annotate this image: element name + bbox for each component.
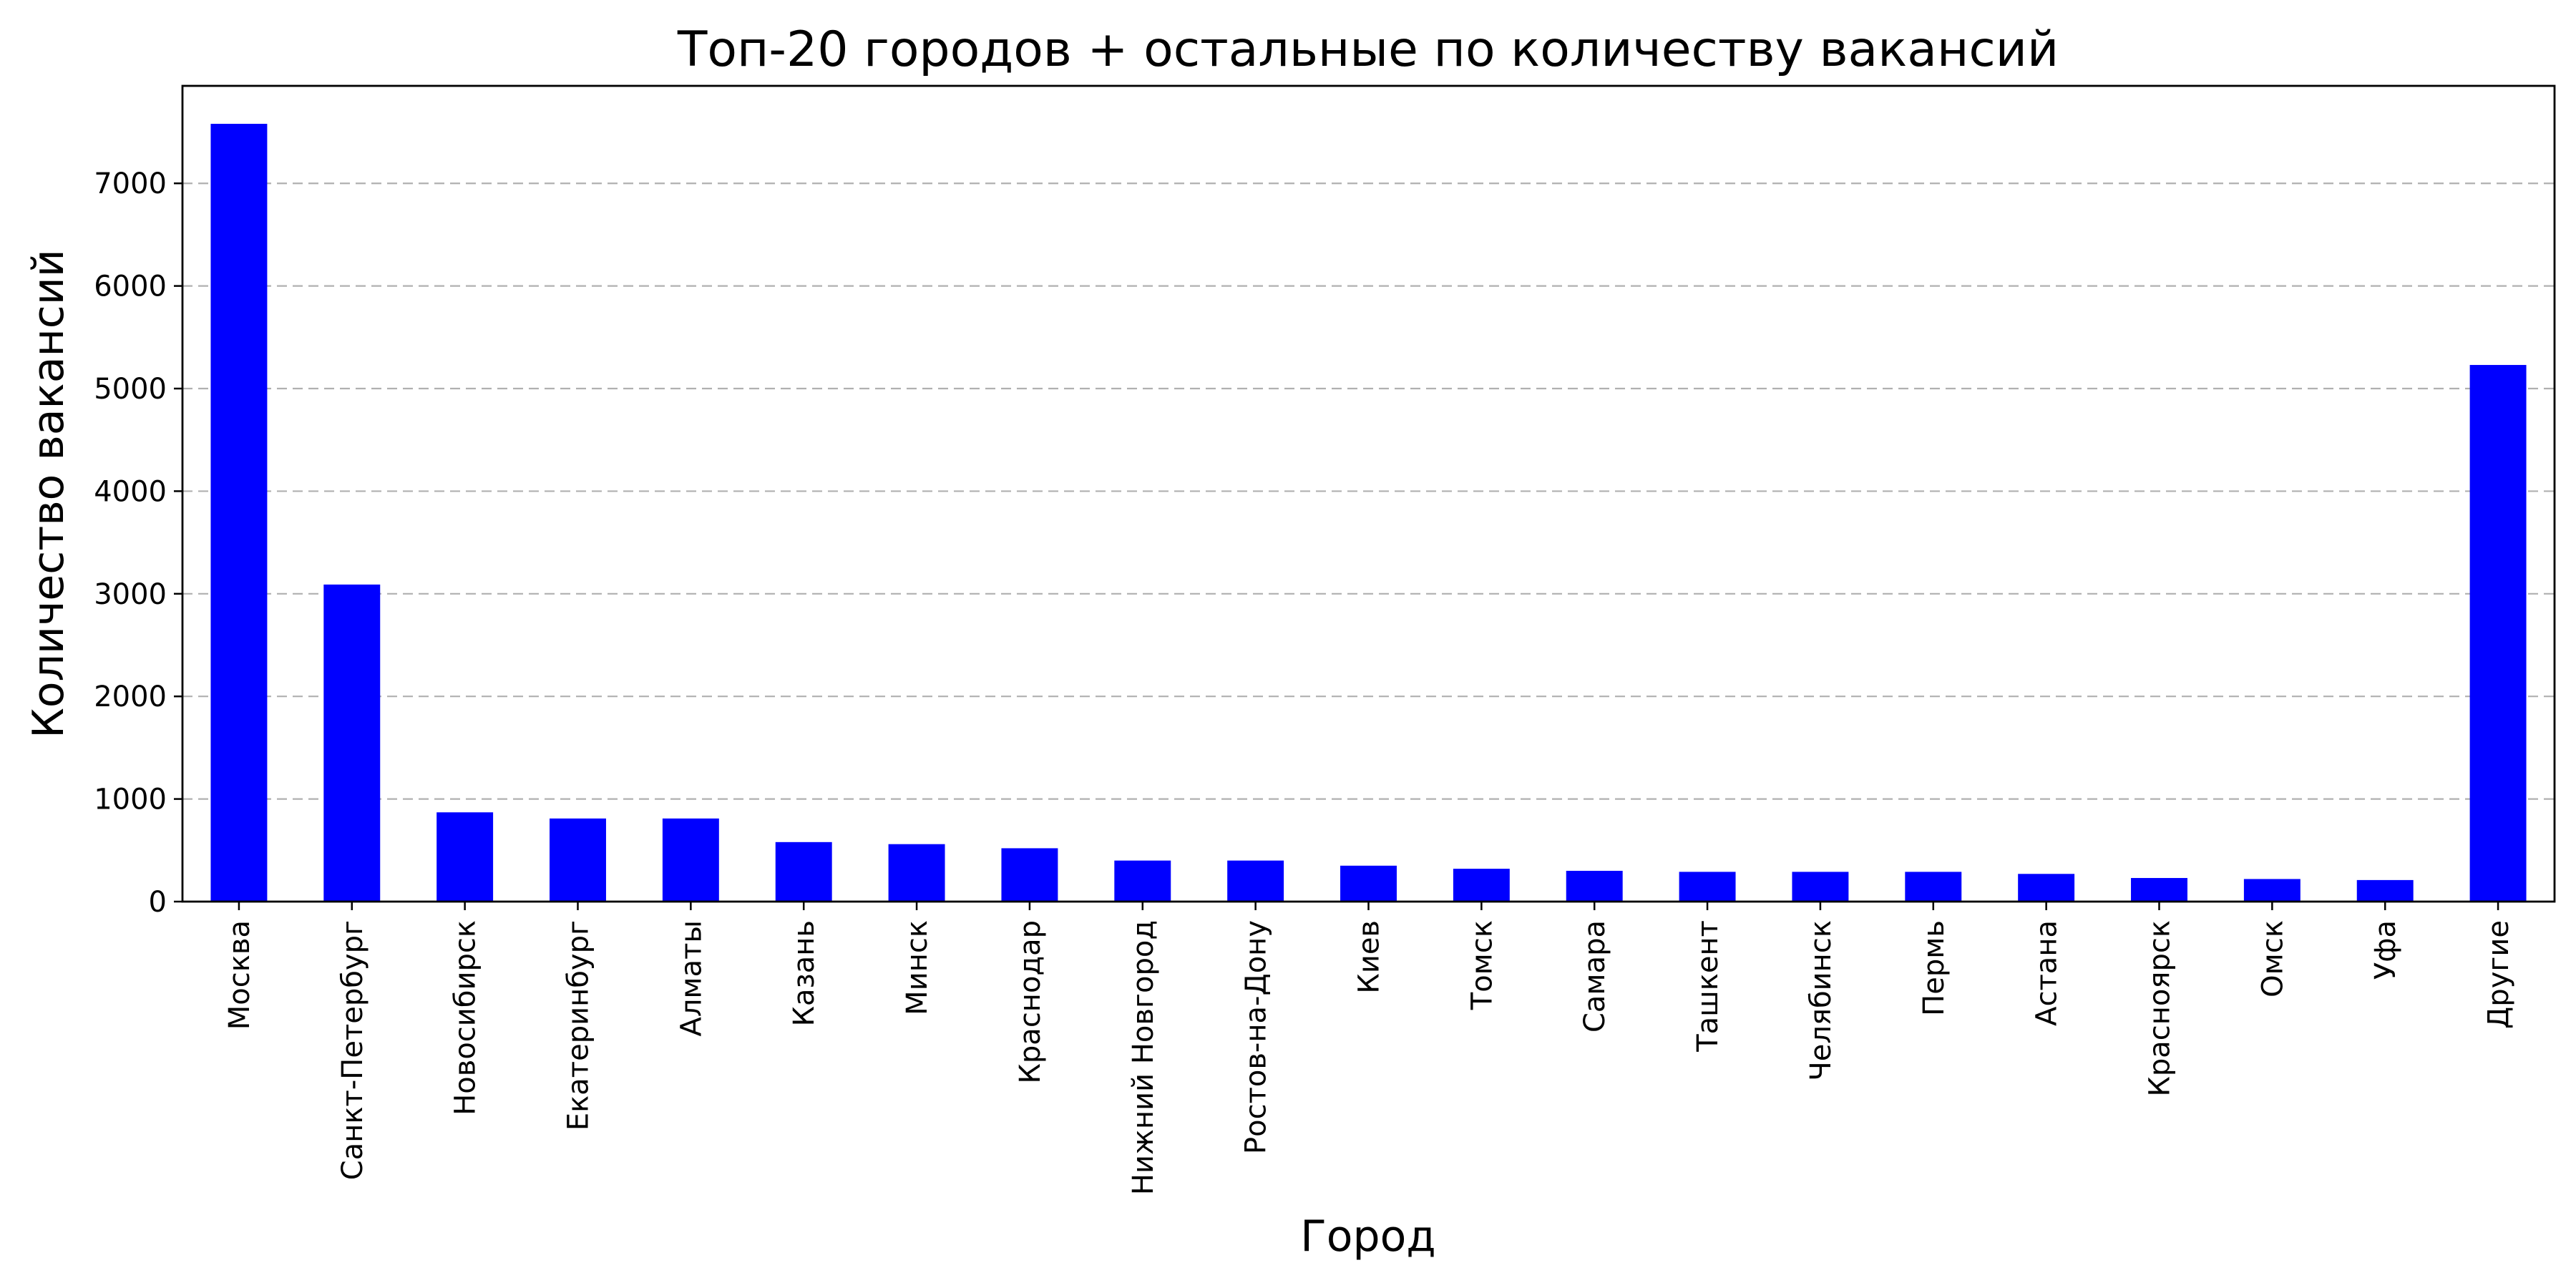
bar bbox=[2243, 879, 2301, 902]
x-axis-ticks: Москва Санкт-Петербург Новосибирск Екатерин… bbox=[223, 902, 2515, 1195]
x-tick-label: Уфа bbox=[2369, 920, 2402, 980]
bar bbox=[2356, 879, 2414, 902]
bar bbox=[1792, 872, 1849, 902]
x-tick-label: Нижний Новгород bbox=[1127, 920, 1160, 1195]
x-tick-label: Челябинск bbox=[1805, 920, 1838, 1081]
x-tick-label: Казань bbox=[788, 920, 821, 1026]
x-tick-label: Красноярск bbox=[2144, 920, 2177, 1097]
y-axis-label: Количество вакансий bbox=[24, 249, 74, 738]
y-tick-label: 1000 bbox=[94, 784, 167, 816]
bar bbox=[210, 124, 268, 902]
bar bbox=[1001, 848, 1058, 902]
y-tick-label: 5000 bbox=[94, 373, 167, 406]
x-tick-label: Алматы bbox=[675, 920, 708, 1037]
x-tick-label: Санкт-Петербург bbox=[336, 920, 369, 1180]
bar bbox=[436, 812, 494, 902]
bar bbox=[1905, 872, 1962, 902]
x-tick-label: Астана bbox=[2031, 920, 2064, 1026]
bar bbox=[1453, 869, 1510, 902]
x-tick-label: Новосибирск bbox=[449, 920, 482, 1116]
y-axis-ticks: 0 1000 2000 3000 4000 5000 6000 7000 bbox=[94, 167, 182, 919]
x-tick-label: Минск bbox=[901, 920, 934, 1015]
bar bbox=[550, 818, 606, 902]
bar bbox=[2018, 874, 2075, 902]
bar bbox=[1114, 860, 1171, 902]
x-tick-label: Киев bbox=[1353, 920, 1386, 994]
x-tick-label: Краснодар bbox=[1014, 920, 1047, 1083]
bar bbox=[1679, 872, 1736, 902]
bar bbox=[888, 844, 945, 902]
x-tick-label: Самара bbox=[1579, 920, 1611, 1033]
y-tick-label: 0 bbox=[149, 886, 167, 919]
bar bbox=[1566, 870, 1623, 902]
bar bbox=[775, 841, 832, 902]
chart-title: Топ-20 городов + остальные по количеству… bbox=[677, 21, 2059, 78]
bar bbox=[1227, 860, 1284, 902]
x-tick-label: Омск bbox=[2256, 920, 2289, 997]
x-tick-label: Пермь bbox=[1918, 920, 1951, 1016]
bar bbox=[1340, 865, 1397, 902]
x-axis-label: Город bbox=[1300, 1211, 1436, 1262]
gridlines bbox=[182, 182, 2555, 800]
y-tick-label: 6000 bbox=[94, 270, 167, 303]
bar bbox=[2131, 878, 2187, 902]
bar bbox=[323, 584, 381, 902]
y-tick-label: 2000 bbox=[94, 680, 167, 713]
x-tick-label: Москва bbox=[223, 920, 256, 1030]
bar bbox=[662, 818, 719, 902]
bars bbox=[210, 124, 2527, 902]
y-tick-label: 3000 bbox=[94, 578, 167, 611]
x-tick-label: Ташкент bbox=[1692, 920, 1724, 1053]
x-tick-label: Томск bbox=[1465, 920, 1498, 1010]
x-tick-label: Екатеринбург bbox=[562, 920, 595, 1131]
y-tick-label: 4000 bbox=[94, 475, 167, 508]
x-tick-label: Другие bbox=[2482, 920, 2515, 1029]
y-tick-label: 7000 bbox=[94, 167, 167, 200]
bar bbox=[2469, 365, 2527, 902]
x-tick-label: Ростов-на-Дону bbox=[1240, 920, 1273, 1154]
